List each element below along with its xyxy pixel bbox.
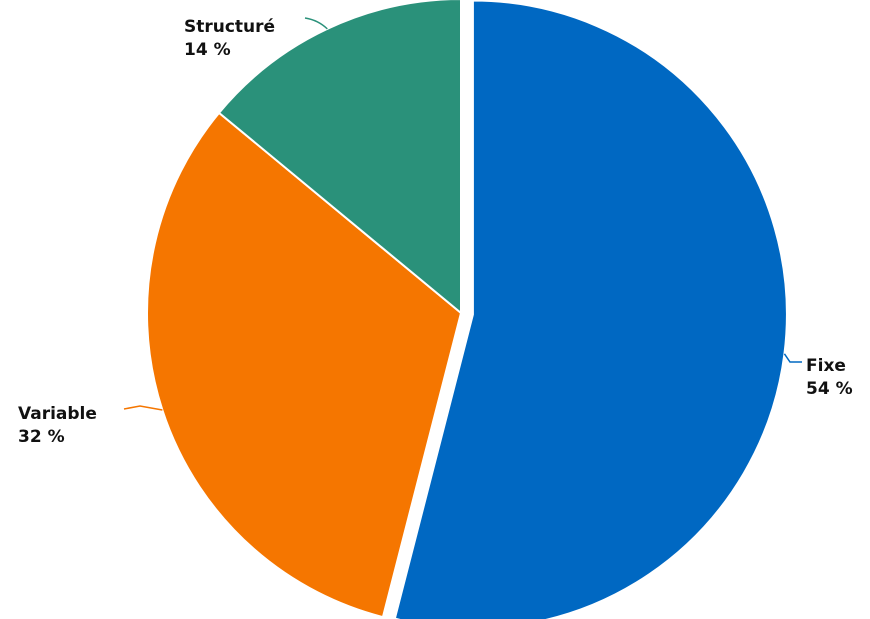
slice-name-fixe: Fixe (806, 356, 846, 376)
slice-label-variable: Variable 32 % (18, 404, 97, 447)
pie-slice-variable (146, 111, 463, 619)
pie-slices (146, 0, 788, 619)
slice-label-structure: Structuré 14 % (184, 17, 275, 60)
slice-labels: Fixe 54 % Variable 32 % Structuré 14 % (18, 17, 853, 447)
connector-fixe (783, 353, 802, 363)
label-connectors (123, 17, 802, 411)
slice-value-fixe: 54 % (806, 379, 853, 399)
connector-structure (304, 17, 328, 30)
slice-name-variable: Variable (18, 404, 97, 424)
slice-label-fixe: Fixe 54 % (806, 356, 853, 399)
slice-value-structure: 14 % (184, 40, 231, 60)
slice-value-variable: 32 % (18, 427, 65, 447)
connector-variable (123, 405, 163, 411)
pie-slice-structure (217, 0, 462, 316)
slice-name-structure: Structuré (184, 17, 275, 37)
